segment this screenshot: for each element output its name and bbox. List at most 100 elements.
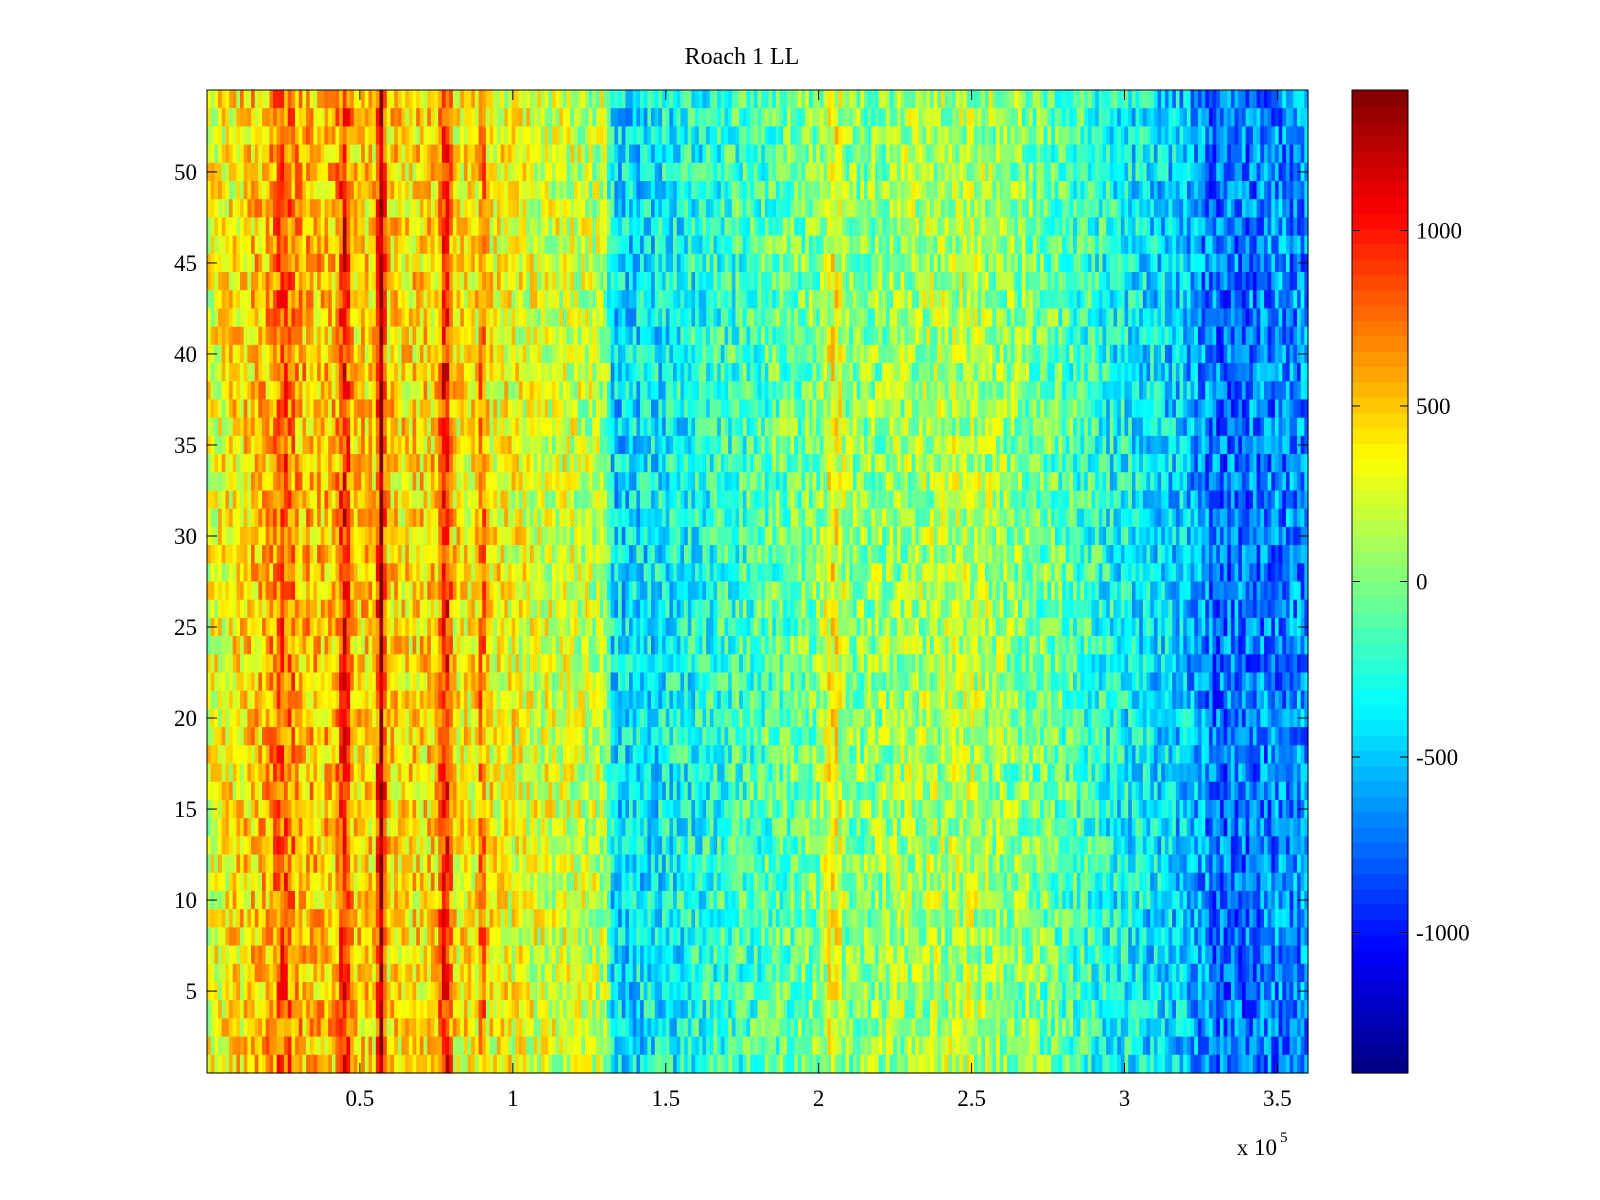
heatmap-cell <box>529 344 535 364</box>
heatmap-cell <box>1238 272 1243 291</box>
heatmap-cell <box>852 235 858 255</box>
heatmap-cell <box>1271 272 1276 291</box>
heatmap-cell <box>977 253 982 273</box>
heatmap-cell <box>1073 363 1078 382</box>
heatmap-cell <box>779 162 784 182</box>
heatmap-cell <box>339 363 344 382</box>
heatmap-cell <box>1124 108 1129 127</box>
heatmap-cell <box>500 344 505 364</box>
heatmap-cell <box>276 199 281 219</box>
heatmap-cell <box>1175 108 1181 127</box>
heatmap-cell <box>1120 344 1126 364</box>
heatmap-cell <box>618 363 623 382</box>
heatmap-cell <box>669 344 674 364</box>
heatmap-cell <box>496 308 502 328</box>
heatmap-cell <box>632 363 637 382</box>
heatmap-cell <box>728 217 733 237</box>
heatmap-cell <box>361 235 366 255</box>
heatmap-cell <box>262 308 267 328</box>
heatmap-cell <box>405 290 410 310</box>
heatmap-cell <box>1109 290 1115 310</box>
heatmap-cell <box>959 162 964 182</box>
heatmap-cell <box>408 199 414 219</box>
heatmap-cell <box>441 253 447 273</box>
heatmap-cell <box>948 181 953 200</box>
heatmap-cell <box>640 181 645 200</box>
heatmap-cell <box>383 181 388 200</box>
heatmap-cell <box>1219 181 1225 200</box>
heatmap-cell <box>812 108 817 127</box>
heatmap-cell <box>1205 217 1210 237</box>
heatmap-cell <box>262 381 267 401</box>
heatmap-cell <box>1227 308 1232 328</box>
heatmap-cell <box>654 290 660 310</box>
heatmap-cell <box>1238 308 1243 328</box>
heatmap-cell <box>456 381 461 401</box>
heatmap-cell <box>794 344 799 364</box>
heatmap-cell <box>386 144 392 164</box>
heatmap-cell <box>1124 326 1129 346</box>
heatmap-cell <box>592 144 597 164</box>
heatmap-cell <box>221 381 226 401</box>
heatmap-cell <box>1230 126 1236 146</box>
heatmap-cell <box>603 90 608 109</box>
heatmap-cell <box>1168 253 1173 273</box>
heatmap-cell <box>537 363 542 382</box>
heatmap-cell <box>430 253 436 273</box>
heatmap-cell <box>412 90 417 109</box>
heatmap-cell <box>441 181 447 200</box>
heatmap-cell <box>753 90 759 109</box>
heatmap-cell <box>610 344 615 364</box>
heatmap-cell <box>1186 290 1192 310</box>
heatmap-cell <box>471 381 476 401</box>
heatmap-cell <box>907 326 913 346</box>
heatmap-cell <box>346 181 351 200</box>
heatmap-cell <box>772 235 777 255</box>
heatmap-cell <box>819 90 825 109</box>
heatmap-cell <box>1007 235 1012 255</box>
heatmap-cell <box>320 272 326 291</box>
heatmap-cell <box>504 162 509 182</box>
heatmap-cell <box>339 181 344 200</box>
heatmap-cell <box>761 217 766 237</box>
heatmap-cell <box>320 181 326 200</box>
heatmap-cell <box>350 253 355 273</box>
heatmap-cell <box>1095 235 1100 255</box>
heatmap-cell <box>1223 90 1228 109</box>
heatmap-cell <box>1139 253 1144 273</box>
heatmap-cell <box>1010 144 1015 164</box>
heatmap-cell <box>1109 199 1115 219</box>
heatmap-cell <box>867 162 872 182</box>
heatmap-cell <box>357 217 362 237</box>
heatmap-cell <box>353 381 359 401</box>
heatmap-cell <box>1201 290 1206 310</box>
heatmap-cell <box>863 235 869 255</box>
heatmap-cell <box>1036 199 1041 219</box>
heatmap-cell <box>937 162 942 182</box>
heatmap-cell <box>537 344 542 364</box>
heatmap-cell <box>339 162 344 182</box>
heatmap-cell <box>882 181 887 200</box>
heatmap-cell <box>566 144 571 164</box>
heatmap-cell <box>1164 90 1170 109</box>
heatmap-cell <box>625 253 630 273</box>
heatmap-cell <box>1278 235 1283 255</box>
heatmap-cell <box>449 326 454 346</box>
heatmap-cell <box>1032 363 1038 382</box>
heatmap-cell <box>390 363 395 382</box>
heatmap-cell <box>746 381 751 401</box>
heatmap-cell <box>669 326 674 346</box>
heatmap-cell <box>739 199 744 219</box>
heatmap-cell <box>1124 308 1129 328</box>
heatmap-cell <box>607 235 612 255</box>
heatmap-cell <box>834 272 839 291</box>
heatmap-cell <box>772 272 777 291</box>
heatmap-cell <box>320 144 326 164</box>
heatmap-cell <box>1117 90 1122 109</box>
heatmap-cell <box>761 162 766 182</box>
heatmap-cell <box>651 326 656 346</box>
heatmap-cell <box>731 181 737 200</box>
heatmap-cell <box>643 217 648 237</box>
heatmap-cell <box>900 253 905 273</box>
heatmap-cell <box>643 344 648 364</box>
